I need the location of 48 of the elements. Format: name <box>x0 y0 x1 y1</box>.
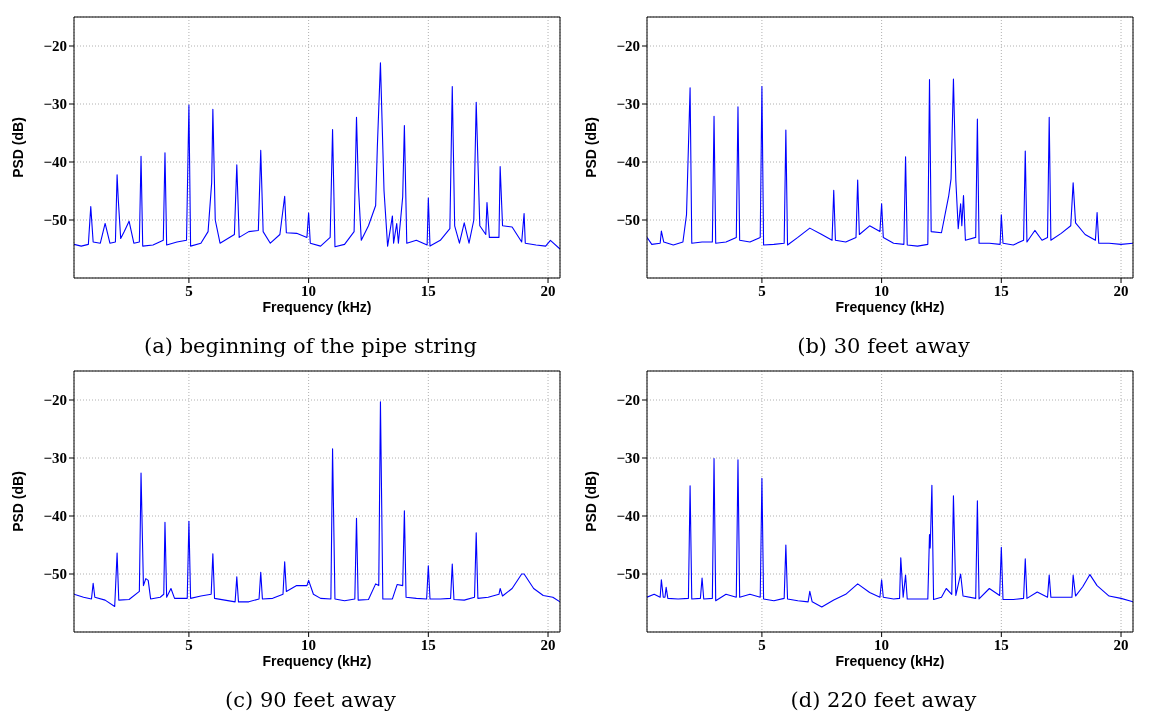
y-tick-label: −20 <box>43 38 67 55</box>
y-tick-label: −40 <box>43 154 67 171</box>
x-tick-label: 10 <box>874 282 890 299</box>
x-tick-label: 10 <box>301 636 317 653</box>
y-tick-label: −40 <box>43 508 67 525</box>
text: (b) 30 feet away <box>796 334 970 358</box>
x-axis-title: Frequency (kHz) <box>262 653 372 669</box>
y-tick-label: −30 <box>616 96 640 113</box>
x-axis-title: Frequency (kHz) <box>835 653 945 669</box>
line-series <box>647 78 1133 247</box>
x-tick-label: 15 <box>420 282 436 299</box>
y-tick-label: −20 <box>616 392 640 409</box>
y-tick-label: −50 <box>616 566 640 583</box>
x-tick-label: 20 <box>1113 282 1129 299</box>
x-axis-title: Frequency (kHz) <box>835 299 945 315</box>
line-series <box>647 458 1133 608</box>
x-axis-title: Frequency (kHz) <box>262 299 372 315</box>
text: (a) beginning of the pipe string <box>143 334 477 358</box>
x-tick-label: 20 <box>540 282 556 299</box>
y-axis-title: PSD (dB) <box>582 117 599 178</box>
x-tick-label: 20 <box>540 636 556 653</box>
x-tick-label: 20 <box>1113 636 1129 653</box>
y-tick-label: −40 <box>616 508 640 525</box>
y-tick-label: −20 <box>43 392 67 409</box>
y-tick-label: −40 <box>616 154 640 171</box>
x-tick-label: 10 <box>301 282 317 299</box>
x-tick-label: 5 <box>758 636 766 653</box>
text: (c) 90 feet away <box>224 688 396 712</box>
x-tick-label: 5 <box>758 282 766 299</box>
y-tick-label: −30 <box>616 450 640 467</box>
y-tick-label: −30 <box>43 450 67 467</box>
x-tick-label: 15 <box>420 636 436 653</box>
y-tick-label: −20 <box>616 38 640 55</box>
x-tick-label: 5 <box>185 636 193 653</box>
text: (d) 220 feet away <box>789 688 977 712</box>
y-axis-title: PSD (dB) <box>582 471 599 532</box>
y-axis-title: PSD (dB) <box>9 117 26 178</box>
y-tick-label: −50 <box>616 212 640 229</box>
y-axis-title: PSD (dB) <box>9 471 26 532</box>
line-series <box>74 401 560 608</box>
x-tick-label: 15 <box>993 636 1009 653</box>
y-tick-label: −50 <box>43 566 67 583</box>
x-tick-label: 10 <box>874 636 890 653</box>
x-tick-label: 15 <box>993 282 1009 299</box>
y-tick-label: −30 <box>43 96 67 113</box>
line-series <box>74 62 560 250</box>
y-tick-label: −50 <box>43 212 67 229</box>
x-tick-label: 5 <box>185 282 193 299</box>
